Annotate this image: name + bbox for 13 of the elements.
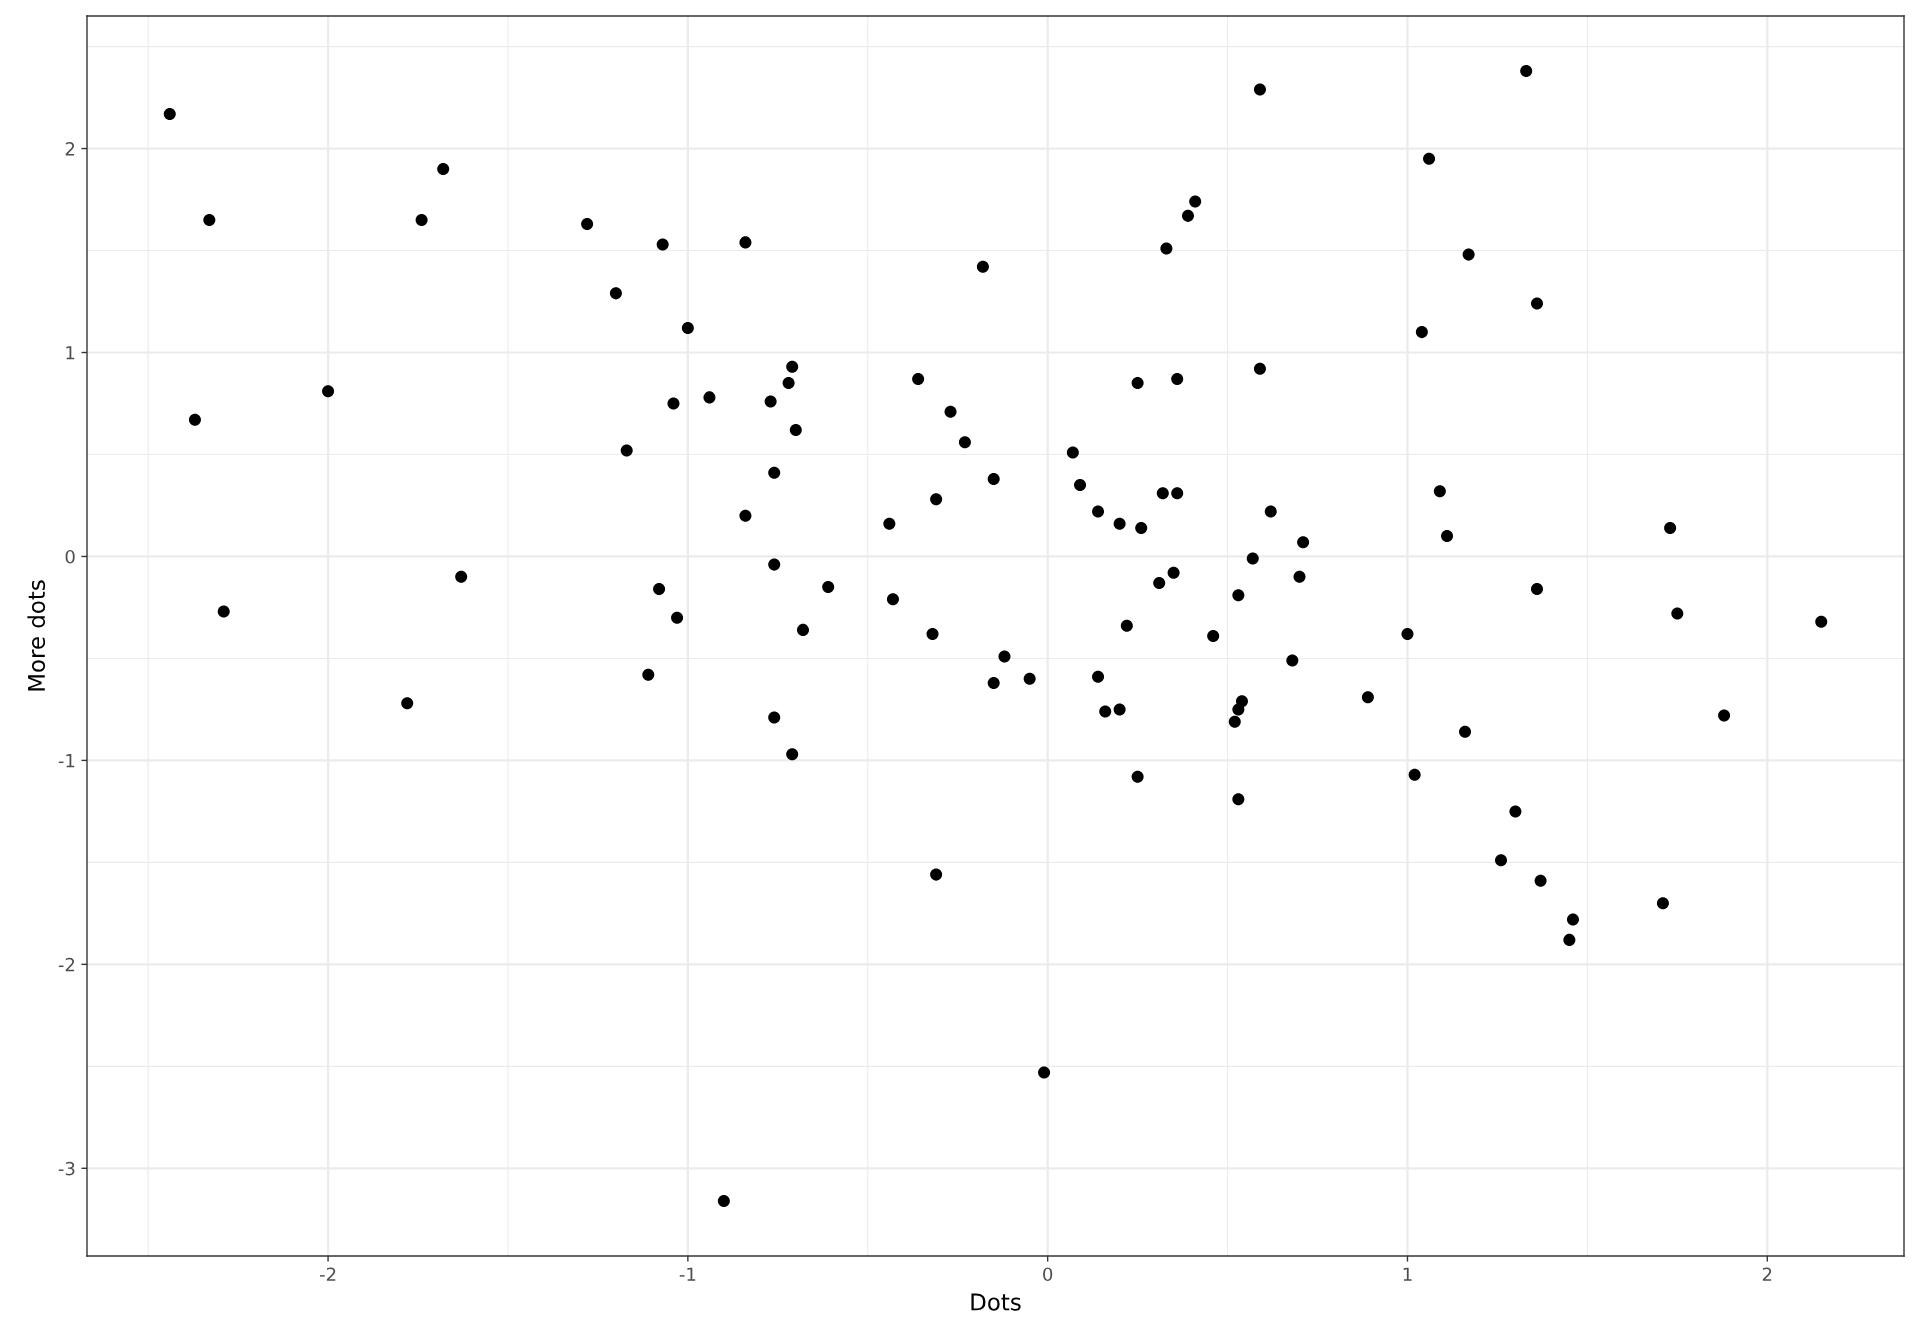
x-tick-label: -1 [679,1267,696,1281]
x-tick-label: 0 [1043,1267,1053,1282]
y-tick-label: 0 [65,549,75,564]
x-axis-title: Dots [971,1293,1021,1311]
y-axis-title: More dots [27,580,46,691]
y-tick-label: 2 [65,142,75,156]
y-tick-label: -1 [58,754,75,768]
y-tick-label: -2 [58,957,75,972]
x-tick-label: 2 [1762,1267,1772,1281]
y-tick-label: 1 [66,346,75,360]
x-tick-label: -2 [319,1267,336,1281]
y-tick-label: -3 [58,1161,75,1176]
x-tick-label: 1 [1403,1267,1412,1281]
